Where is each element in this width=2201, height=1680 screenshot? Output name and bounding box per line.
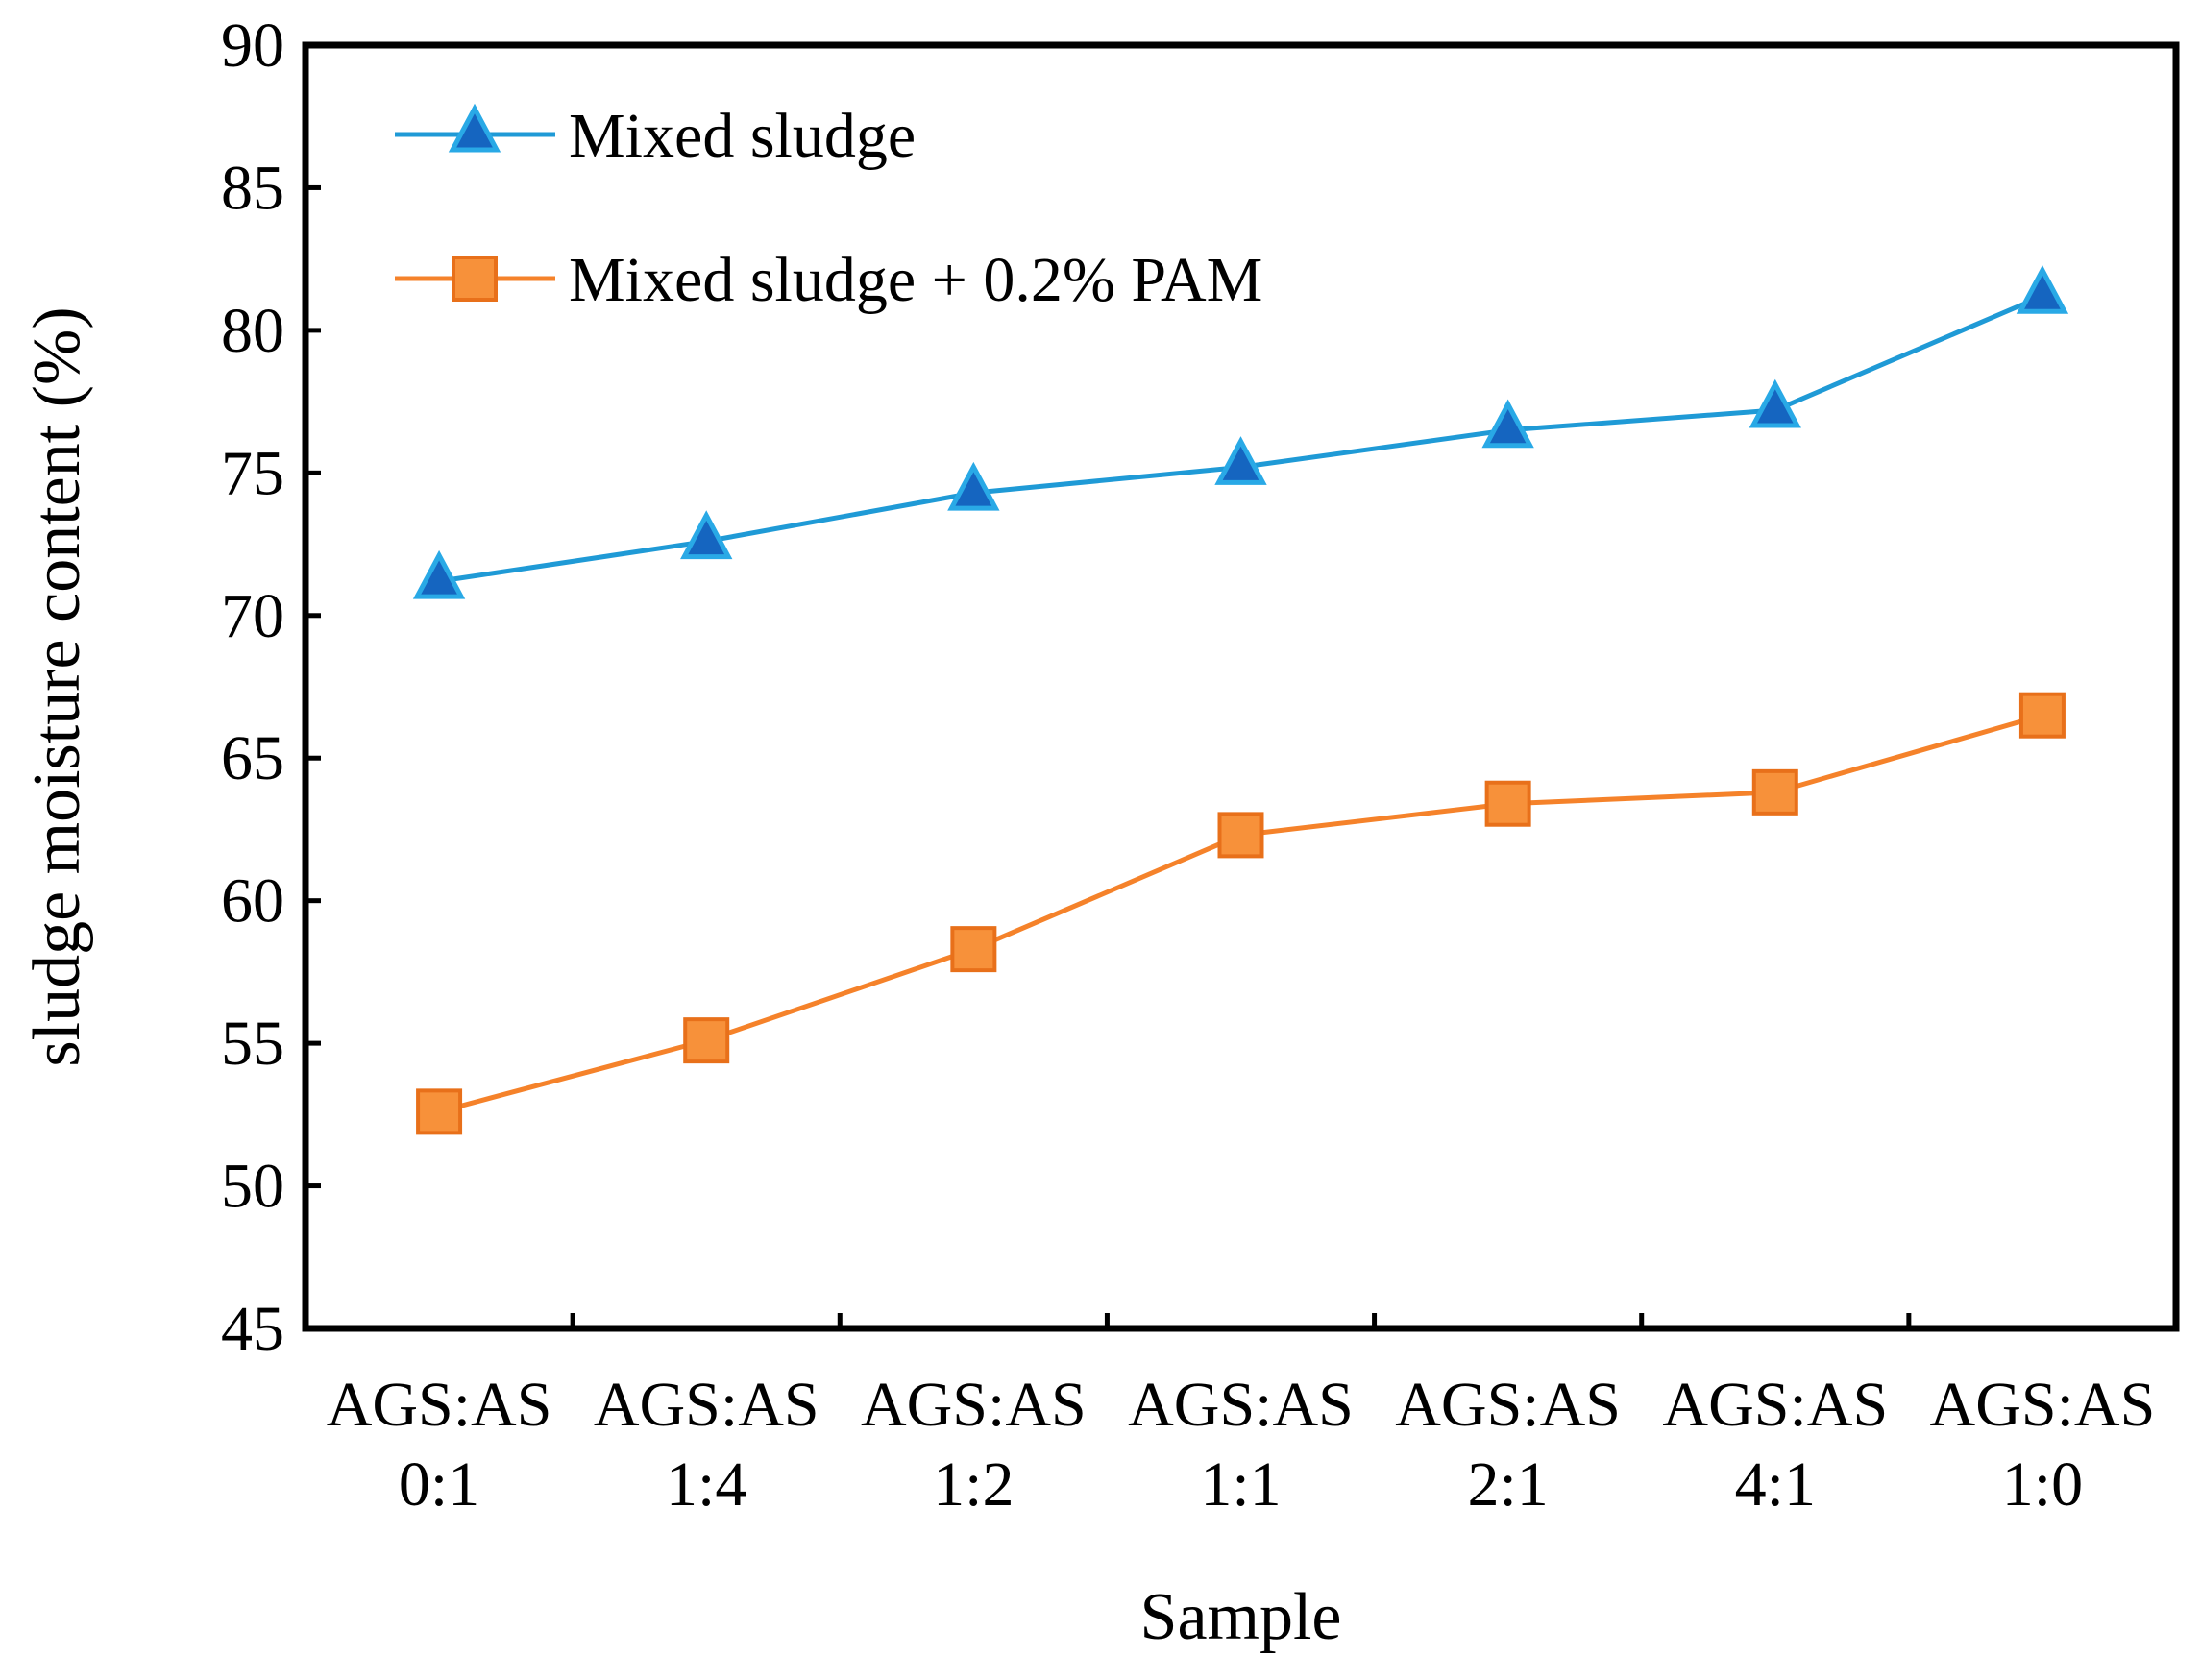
- x-tick-label: AGS:AS 0:1: [327, 1370, 552, 1520]
- x-tick-label-line: 1:1: [1200, 1449, 1281, 1520]
- x-tick-label: AGS:AS 2:1: [1395, 1370, 1621, 1520]
- data-point-triangle: [1481, 399, 1534, 449]
- series-1: [412, 264, 2069, 599]
- legend-label: Mixed sludge: [569, 101, 916, 171]
- x-tick-label-line: AGS:AS: [861, 1370, 1087, 1440]
- x-tick-label-line: AGS:AS: [1662, 1370, 1888, 1440]
- series-line-segment: [705, 946, 975, 1043]
- x-tick-label-line: 4:1: [1735, 1449, 1816, 1520]
- series-line-segment: [438, 1037, 707, 1114]
- data-point-square: [683, 1017, 730, 1064]
- y-tick-label: 60: [221, 866, 284, 937]
- series-line-segment: [972, 833, 1242, 952]
- series-line-segment: [1773, 293, 2043, 413]
- y-axis-title: sludge moisture content (%): [20, 306, 94, 1066]
- x-tick-label: AGS:AS 1:1: [1128, 1370, 1354, 1520]
- y-tick-label: 85: [221, 153, 284, 223]
- y-tick-label: 65: [221, 723, 284, 793]
- data-point-triangle: [2016, 264, 2069, 314]
- y-tick-label: 70: [221, 581, 284, 651]
- y-tick-label: 55: [221, 1009, 284, 1079]
- x-tick-label: AGS:AS 4:1: [1662, 1370, 1888, 1520]
- series-line-segment: [1507, 790, 1775, 807]
- data-point-triangle: [680, 510, 733, 560]
- series-line-segment: [1507, 407, 1775, 433]
- series-line-segment: [1240, 427, 1508, 470]
- data-point-triangle: [1749, 378, 1801, 428]
- legend-item-1: Mixed sludge: [395, 101, 916, 171]
- data-point-square: [1484, 780, 1531, 827]
- plot-frame: [302, 41, 2180, 1332]
- x-tick-label-line: AGS:AS: [1128, 1370, 1354, 1440]
- data-point-square: [1217, 812, 1264, 859]
- series-line-segment: [1240, 801, 1508, 838]
- x-tick-label-line: AGS:AS: [594, 1370, 819, 1440]
- y-tick-label: 80: [221, 296, 284, 366]
- series-line-segment: [705, 490, 974, 545]
- legend-marker-square: [452, 256, 498, 302]
- x-tick-label-line: 2:1: [1467, 1449, 1548, 1520]
- y-tick-label: 90: [221, 11, 284, 81]
- y-tick-label: 75: [221, 438, 284, 508]
- data-point-triangle: [947, 461, 1000, 511]
- x-tick-label-line: AGS:AS: [1930, 1370, 2156, 1440]
- series-line-segment: [973, 464, 1241, 496]
- x-tick-label-line: 1:2: [933, 1449, 1014, 1520]
- x-tick-label: AGS:AS 1:2: [861, 1370, 1087, 1520]
- data-point-triangle: [1214, 436, 1267, 485]
- legend-item-2: Mixed sludge + 0.2% PAM: [395, 245, 1262, 315]
- y-tick-label: 50: [221, 1152, 284, 1222]
- x-tick-label-line: AGS:AS: [327, 1370, 552, 1440]
- x-tick-label: AGS:AS 1:0: [1930, 1370, 2156, 1520]
- y-tick-label: 45: [221, 1294, 284, 1364]
- series-line-segment: [1774, 713, 2043, 795]
- series-line-segment: [438, 539, 707, 584]
- x-tick-label-line: AGS:AS: [1395, 1370, 1621, 1440]
- data-point-square: [2018, 692, 2066, 739]
- x-tick-label-line: 1:4: [666, 1449, 746, 1520]
- data-point-triangle: [412, 549, 466, 599]
- data-point-square: [416, 1088, 463, 1135]
- x-tick-label: AGS:AS 1:4: [594, 1370, 819, 1520]
- x-axis-title: Sample: [1140, 1580, 1342, 1654]
- data-point-square: [1751, 768, 1798, 816]
- legend-marker-triangle: [448, 103, 501, 153]
- series-2: [416, 692, 2066, 1135]
- x-tick-label-line: 0:1: [399, 1449, 479, 1520]
- data-point-square: [950, 926, 997, 973]
- x-tick-label-line: 1:0: [2002, 1449, 2083, 1520]
- legend-label: Mixed sludge + 0.2% PAM: [569, 245, 1262, 315]
